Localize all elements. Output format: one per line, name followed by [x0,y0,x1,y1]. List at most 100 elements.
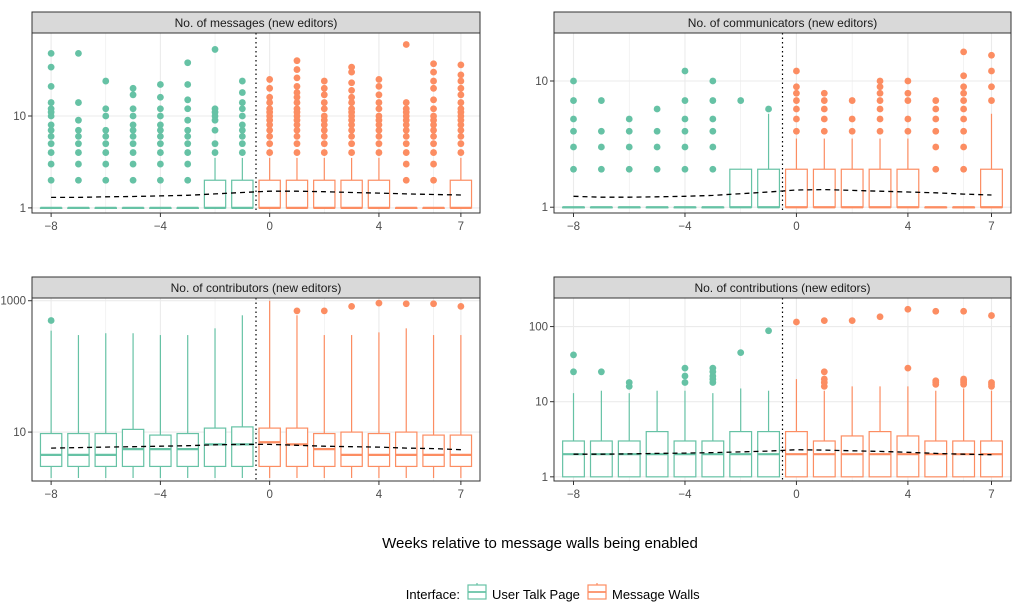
outlier-point [211,105,219,113]
outlier-point [75,132,82,140]
outlier-point [266,121,274,129]
outlier-point [293,66,301,73]
outlier-point [681,127,689,135]
outlier-point [348,105,356,113]
box-week--3 [701,206,725,209]
outlier-point [988,312,995,319]
outlier-point [266,140,274,148]
x-tick-label: 0 [266,221,272,233]
box-iqr [231,179,254,209]
outlier-point [430,84,437,92]
outlier-point [737,349,745,357]
outlier-point [988,51,995,59]
box-iqr [980,440,1003,478]
x-tick-label: 0 [793,221,799,233]
outlier-point [457,121,465,129]
box-week-3 [868,386,892,478]
box-iqr [812,440,836,478]
box-week-5 [924,390,948,478]
box-week-1 [285,157,309,209]
outlier-point [293,132,301,140]
outlier-point [375,140,383,148]
outlier-point [848,317,856,325]
box-week-1 [285,315,309,478]
outlier-point [348,86,356,94]
box-week--3 [176,335,199,478]
box-iqr [840,435,864,478]
outlier-point [293,126,301,134]
outlier-point [457,61,465,69]
outlier-point [932,165,940,173]
outlier-point [320,112,328,120]
box-iqr [729,168,753,208]
outlier-point [960,72,968,80]
panel-2: No. of communicators (new editors) −8 −4 0 4… [535,11,1012,233]
box-iqr [394,431,418,468]
outlier-point [681,67,689,75]
outlier-point [238,77,246,85]
outlier-point [820,127,828,135]
panel-border [553,32,1012,214]
outlier-point [184,105,192,113]
outlier-point [988,379,995,386]
outlier-point [129,105,137,113]
outlier-point [293,93,301,101]
outlier-point [402,160,410,168]
x-tick-label: 4 [905,221,912,233]
legend-key-message-walls [587,583,607,600]
box-week-7 [980,113,1003,209]
outlier-point [820,317,828,325]
outlier-point [129,91,137,99]
box-week--3 [176,206,199,209]
facet-title: No. of contributions (new editors) [694,281,870,295]
box-week-4 [896,138,920,209]
outlier-point [402,99,410,106]
outlier-point [75,126,82,134]
outlier-point [960,375,968,383]
box-week--5 [121,206,145,209]
outlier-point [430,77,437,85]
outlier-point [129,149,137,156]
outlier-point [625,379,633,386]
outlier-point [876,83,884,91]
box-week-0 [784,138,808,209]
box-week-2 [840,386,864,478]
box-iqr [203,427,227,468]
outlier-point [156,126,164,134]
outlier-point [709,364,717,372]
panel-3: No. of contributors (new editors) −8 −4 0 4 7… [0,276,481,501]
box-iqr [952,440,976,478]
outlier-point [129,160,137,168]
outlier-point [156,121,164,129]
outlier-point [348,121,356,129]
outlier-point [293,89,301,96]
outlier-point [765,327,772,335]
outlier-point [184,140,192,148]
outlier-point [457,91,465,99]
facet-title: No. of communicators (new editors) [688,16,877,30]
outlier-point [430,105,437,113]
outlier-point [156,160,164,168]
outlier-point [430,126,437,134]
outlier-point [102,160,110,168]
outlier-point [320,84,328,92]
x-tick-label: −8 [45,489,58,501]
box-week--6 [617,393,641,478]
outlier-point [960,165,968,173]
box-iqr [422,434,445,468]
outlier-point [320,121,328,129]
outlier-point [293,121,301,129]
outlier-point [348,149,356,156]
outlier-point [102,105,110,113]
x-tick-label: 4 [905,489,912,501]
outlier-point [375,105,383,113]
trend-line [573,449,992,456]
outlier-point [293,74,301,82]
box-week--8 [562,206,585,209]
x-axis-title: Weeks relative to message walls being en… [382,535,698,552]
outlier-point [129,121,137,129]
outlier-point [375,299,383,307]
outlier-point [184,160,192,168]
outlier-point [238,140,246,148]
outlier-point [932,143,940,151]
